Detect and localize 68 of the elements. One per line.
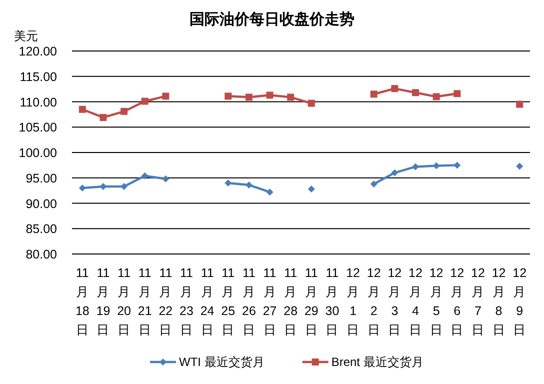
point xyxy=(454,162,461,169)
y-tick-label: 115.00 xyxy=(20,70,58,84)
y-tick-label: 100.00 xyxy=(18,146,58,160)
point xyxy=(266,92,274,99)
point xyxy=(516,162,524,170)
point xyxy=(370,90,378,98)
point xyxy=(432,93,440,100)
x-tick-label: 12月2日 xyxy=(366,266,381,337)
x-tick-label: 11月19日 xyxy=(96,266,110,337)
x-tick-label: 11月29日 xyxy=(304,266,318,337)
point xyxy=(78,184,86,192)
point xyxy=(100,114,107,121)
x-tick-label: 11月25日 xyxy=(221,266,236,337)
point xyxy=(516,100,524,108)
x-tick-label: 12月4日 xyxy=(408,266,422,337)
x-tick-label: 12月9日 xyxy=(512,266,527,337)
point xyxy=(245,181,252,188)
y-tick-label: 80.00 xyxy=(26,248,58,262)
point xyxy=(120,108,128,115)
point xyxy=(308,100,315,107)
y-tick-label: 95.00 xyxy=(26,171,58,186)
point xyxy=(224,92,232,100)
point xyxy=(266,188,274,196)
point xyxy=(162,92,170,100)
legend-label: WTI 最近交货月 xyxy=(179,355,264,369)
y-tick-label: 90.00 xyxy=(26,196,58,211)
point xyxy=(370,180,378,188)
legend-item: Brent 最近交货月 xyxy=(302,355,424,369)
point xyxy=(454,90,461,98)
point xyxy=(100,183,107,190)
x-tick-label: 12月8日 xyxy=(492,266,506,337)
x-tick-label: 12月7日 xyxy=(471,266,485,337)
point xyxy=(287,94,294,101)
point xyxy=(141,172,148,180)
x-tick-label: 11月20日 xyxy=(117,266,132,337)
point xyxy=(245,94,252,101)
x-tick-label: 11月24日 xyxy=(200,266,214,337)
x-tick-label: 11月27日 xyxy=(262,266,277,337)
point xyxy=(141,98,148,105)
point xyxy=(412,163,419,170)
ylabel: 美元 xyxy=(14,29,38,43)
x-tick-label: 12月5日 xyxy=(429,266,444,337)
title: 国际油价每日收盘价走势 xyxy=(190,11,354,28)
x-tick-label: 12月3日 xyxy=(388,266,402,337)
y-tick-label: 105.00 xyxy=(18,120,58,135)
point xyxy=(78,106,86,113)
point xyxy=(391,169,398,176)
point xyxy=(224,179,232,186)
x-tick-label: 11月23日 xyxy=(180,266,194,337)
x-tick-label: 11月28日 xyxy=(284,266,298,337)
legend-item: WTI 最近交货月 xyxy=(150,355,264,369)
point xyxy=(432,162,440,170)
y-tick-label: 120.00 xyxy=(18,44,58,58)
y-tick-label: 85.00 xyxy=(26,222,58,236)
y-tick-label: 110.00 xyxy=(20,95,58,110)
x-tick-label: 12月1日 xyxy=(346,266,360,337)
x-tick-label: 12月6日 xyxy=(450,266,464,337)
point xyxy=(120,183,128,190)
point xyxy=(308,186,315,193)
x-tick-label: 11月26日 xyxy=(242,266,256,337)
x-tick-label: 11月22日 xyxy=(158,266,173,337)
point xyxy=(412,89,419,96)
legend-label: Brent 最近交货月 xyxy=(331,355,424,369)
point xyxy=(391,85,398,92)
x-tick-label: 11月30日 xyxy=(325,266,340,337)
x-tick-label: 11月21日 xyxy=(138,266,152,337)
x-tick-label: 11月18日 xyxy=(75,266,90,337)
point xyxy=(162,175,170,182)
